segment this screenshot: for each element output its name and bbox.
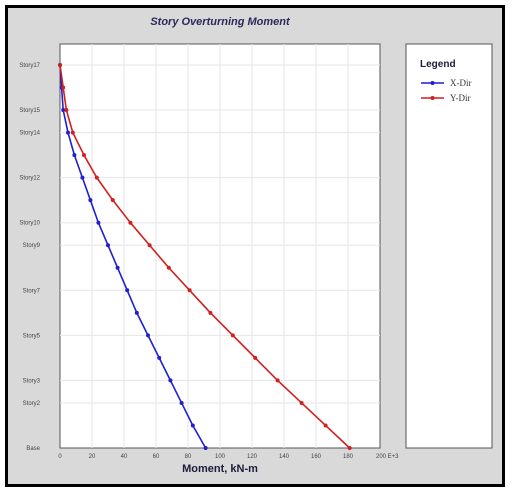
y-tick-label: Story5	[23, 333, 41, 339]
data-point-y-dir	[147, 243, 152, 248]
x-axis-ticks: 0 20 40 60 80 100 120 140 160 180 200 E+3	[58, 454, 399, 460]
overturning-moment-chart: Story Overturning Moment Base Story2 Story…	[19, 16, 493, 475]
data-point-y-dir	[347, 446, 352, 450]
data-point-x-dir	[115, 265, 120, 270]
data-point-y-dir	[61, 85, 66, 90]
x-tick-label: 0	[58, 454, 62, 460]
legend-label: Y-Dir	[450, 93, 471, 103]
data-point-x-dir	[72, 153, 77, 158]
data-point-x-dir	[157, 355, 162, 360]
data-point-y-dir	[70, 130, 75, 135]
data-point-y-dir	[253, 355, 258, 360]
data-point-y-dir	[208, 310, 213, 315]
x-tick-label: 160	[311, 454, 322, 460]
data-point-y-dir	[82, 153, 86, 158]
data-point-y-dir	[323, 423, 328, 428]
y-tick-label: Story17	[19, 63, 40, 69]
grid	[60, 44, 380, 448]
series-line-y-dir	[59, 64, 351, 449]
legend-label: X-Dir	[450, 78, 472, 88]
data-point-x-dir	[61, 108, 66, 113]
legend-swatch-marker	[430, 81, 435, 85]
data-point-x-dir	[190, 423, 195, 428]
data-point-x-dir	[134, 310, 139, 315]
data-point-y-dir	[299, 400, 304, 405]
x-tick-label: 80	[185, 454, 192, 460]
x-tick-label: 140	[279, 454, 290, 460]
y-tick-label: Story7	[23, 288, 41, 294]
data-point-y-dir	[58, 63, 62, 67]
data-point-x-dir	[203, 446, 208, 450]
series-line-x-dir	[59, 64, 207, 449]
y-tick-label: Story3	[23, 378, 41, 384]
y-axis-ticks: Base Story2 Story3 Story5 Story7 Story9 Story1…	[19, 63, 40, 452]
x-tick-label: 180	[343, 454, 354, 460]
data-point-x-dir	[66, 130, 70, 135]
chart-title: Story Overturning Moment	[150, 16, 291, 28]
y-tick-label: Story9	[23, 243, 41, 249]
y-tick-label: Story10	[19, 221, 40, 227]
data-point-y-dir	[166, 265, 171, 270]
data-point-x-dir	[125, 288, 130, 293]
x-tick-label: 20	[89, 454, 96, 460]
data-point-x-dir	[179, 400, 184, 405]
data-point-x-dir	[80, 175, 85, 180]
data-point-y-dir	[275, 378, 280, 383]
x-tick-label: 200 E+3	[376, 454, 399, 460]
legend-title: Legend	[420, 59, 456, 70]
x-tick-label: 60	[153, 454, 160, 460]
series-layer	[58, 63, 352, 450]
data-point-y-dir	[230, 333, 235, 338]
legend-items: X-Dir Y-Dir	[421, 78, 472, 103]
data-point-x-dir	[146, 333, 150, 338]
x-tick-label: 120	[247, 454, 258, 460]
data-point-x-dir	[96, 220, 101, 225]
y-tick-label: Base	[26, 446, 40, 452]
data-point-y-dir	[187, 288, 192, 293]
x-tick-label: 100	[215, 454, 226, 460]
legend-entry: X-Dir	[421, 78, 472, 88]
data-point-x-dir	[88, 198, 93, 203]
y-tick-label: Story14	[19, 131, 40, 137]
data-point-y-dir	[64, 108, 69, 113]
y-tick-label: Story15	[19, 108, 40, 114]
data-point-y-dir	[110, 198, 115, 203]
y-tick-label: Story2	[23, 401, 41, 407]
data-point-x-dir	[168, 378, 173, 383]
data-point-y-dir	[94, 175, 99, 180]
legend-panel	[405, 43, 493, 449]
legend-swatch-marker	[430, 96, 435, 100]
x-tick-label: 40	[121, 454, 128, 460]
data-point-x-dir	[106, 243, 110, 248]
legend-entry: Y-Dir	[421, 93, 471, 103]
x-axis-label: Moment, kN-m	[182, 463, 258, 475]
chart-window: Story Overturning Moment Base Story2 Story…	[5, 5, 505, 487]
data-point-y-dir	[128, 220, 133, 225]
y-tick-label: Story12	[19, 176, 40, 182]
